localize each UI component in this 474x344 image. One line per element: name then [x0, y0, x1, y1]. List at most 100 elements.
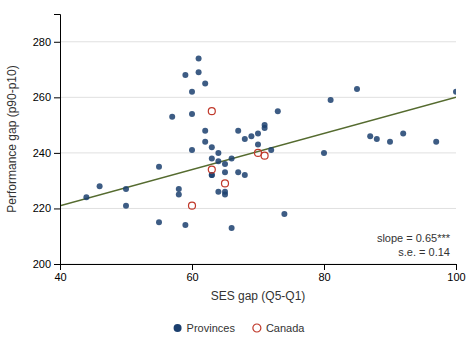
tick-mark [54, 97, 60, 98]
point [202, 139, 208, 145]
grid-line [60, 97, 456, 98]
point [208, 108, 215, 115]
tick-mark [54, 208, 60, 209]
point [242, 136, 248, 142]
point [229, 155, 235, 161]
y-axis-line [54, 15, 61, 265]
point [387, 139, 393, 145]
point [235, 169, 241, 175]
plot-area [60, 55, 456, 230]
tick: 80 [318, 264, 330, 283]
series [83, 55, 456, 230]
tick: 240 [33, 147, 60, 159]
point [242, 172, 248, 178]
y-axis-title: Performance gap (p90-p10) [5, 65, 19, 212]
point [222, 192, 228, 198]
point [229, 225, 235, 231]
point [123, 203, 129, 209]
legend-item: Canada [253, 322, 305, 334]
tick-label: 220 [33, 202, 51, 214]
tick: 200 [33, 258, 60, 270]
series [189, 108, 269, 209]
point [209, 144, 215, 150]
point [215, 189, 221, 195]
tick-mark [192, 264, 193, 270]
y-axis: 200 220 240 260 280 [33, 15, 61, 271]
point [255, 130, 261, 136]
legend: Provinces Canada [174, 322, 306, 334]
point [275, 108, 281, 114]
tick-mark [54, 264, 60, 265]
point [156, 164, 162, 170]
point [215, 158, 221, 164]
point [248, 133, 254, 139]
legend-label: Provinces [187, 322, 236, 334]
annotation-line: slope = 0.65*** [377, 232, 451, 244]
x-axis: 406080100 [54, 264, 465, 283]
point [328, 97, 334, 103]
point [208, 166, 215, 173]
point [255, 142, 261, 148]
point [189, 89, 195, 95]
point [215, 150, 221, 156]
point [196, 55, 202, 61]
point [156, 219, 162, 225]
grid [60, 42, 456, 264]
point [202, 80, 208, 86]
tick: 220 [33, 202, 60, 214]
point [222, 161, 228, 167]
point [222, 169, 228, 175]
point [367, 133, 373, 139]
tick-label: 280 [33, 36, 51, 48]
tick: 40 [54, 264, 66, 283]
point [400, 130, 406, 136]
x-axis-title: SES gap (Q5-Q1) [211, 289, 306, 303]
tick-mark [54, 42, 60, 43]
legend-swatch [253, 324, 261, 332]
grid-line [60, 152, 456, 153]
point [209, 155, 215, 161]
annotation: slope = 0.65*** s.e. = 0.14 [377, 232, 451, 258]
legend-swatch [174, 324, 182, 332]
point [321, 150, 327, 156]
point [222, 180, 229, 187]
chart: 406080100200220240260280SES gap (Q5-Q1)P… [0, 0, 474, 344]
point [196, 69, 202, 75]
point [202, 128, 208, 134]
point [255, 149, 262, 156]
point [189, 111, 195, 117]
point [261, 152, 268, 159]
tick-label: 260 [33, 91, 51, 103]
point [189, 202, 196, 209]
tick-label: 60 [186, 271, 198, 283]
tick-mark [456, 264, 457, 270]
point [182, 72, 188, 78]
point [268, 147, 274, 153]
point [176, 192, 182, 198]
point [281, 211, 287, 217]
annotation-line: s.e. = 0.14 [398, 246, 450, 258]
point [182, 222, 188, 228]
point [235, 128, 241, 134]
point [262, 125, 268, 131]
regression-line [60, 97, 456, 205]
grid-line [60, 208, 456, 209]
point [354, 86, 360, 92]
point [453, 89, 456, 95]
legend-item: Provinces [174, 322, 236, 334]
x-axis-line [61, 265, 457, 271]
point [83, 194, 89, 200]
point [189, 147, 195, 153]
tick-label: 40 [54, 271, 66, 283]
tick-label: 200 [33, 258, 51, 270]
tick-mark [54, 153, 60, 154]
point [123, 186, 129, 192]
tick: 280 [33, 36, 60, 48]
point [97, 183, 103, 189]
tick: 260 [33, 91, 60, 103]
legend-label: Canada [266, 322, 305, 334]
tick-label: 80 [318, 271, 330, 283]
point [169, 114, 175, 120]
point [433, 139, 439, 145]
point [374, 136, 380, 142]
